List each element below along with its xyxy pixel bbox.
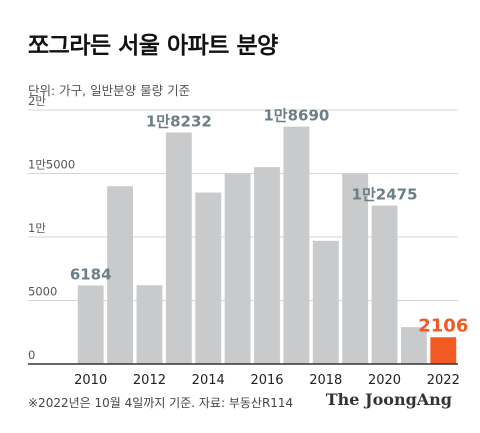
bar-2016 (254, 167, 280, 364)
data-label-2013: 1만8232 (146, 112, 212, 130)
chart-title: 쪼그라든 서울 아파트 분양 (28, 33, 278, 59)
y-tick-label-2: 1만 (28, 221, 46, 235)
x-tick-label-2014: 2014 (192, 373, 225, 388)
x-tick-label-2010: 2010 (74, 373, 107, 388)
bar-2014 (195, 192, 222, 364)
bar-2022 (430, 337, 457, 364)
bar-2013 (165, 132, 192, 364)
footnote: ※2022년은 10월 4일까지 기준. 자료: 부동산R114 (28, 396, 294, 410)
data-label-2010: 6184 (70, 265, 112, 283)
y-tick-label-4: 2만 (28, 94, 46, 108)
bar-2011 (107, 186, 134, 364)
data-label-2020: 1만2475 (352, 186, 418, 204)
y-tick-label-1: 5000 (28, 285, 57, 299)
bar-2012 (136, 285, 163, 364)
unit-note: 단위: 가구, 일반분양 물량 기준 (28, 83, 191, 98)
bar-2019 (342, 173, 369, 364)
data-label-2017: 1만8690 (263, 107, 329, 125)
bar-2010 (77, 285, 104, 364)
x-tick-label-2018: 2018 (309, 373, 342, 388)
brand-logo: The JoongAng (325, 390, 452, 409)
y-tick-label-3: 1만5000 (28, 158, 75, 172)
bar-2021 (400, 327, 427, 364)
bar-2020 (371, 205, 398, 364)
x-tick-label-2020: 2020 (368, 373, 401, 388)
x-tick-label-2012: 2012 (133, 373, 166, 388)
y-tick-label-0: 0 (28, 348, 35, 362)
bar-2017 (283, 126, 310, 365)
x-tick-label-2022: 2022 (427, 373, 460, 388)
x-tick-label-2016: 2016 (250, 373, 283, 388)
bar-2018 (312, 240, 339, 364)
bar-2015 (224, 173, 251, 364)
data-label-2022: 2106 (418, 315, 468, 336)
